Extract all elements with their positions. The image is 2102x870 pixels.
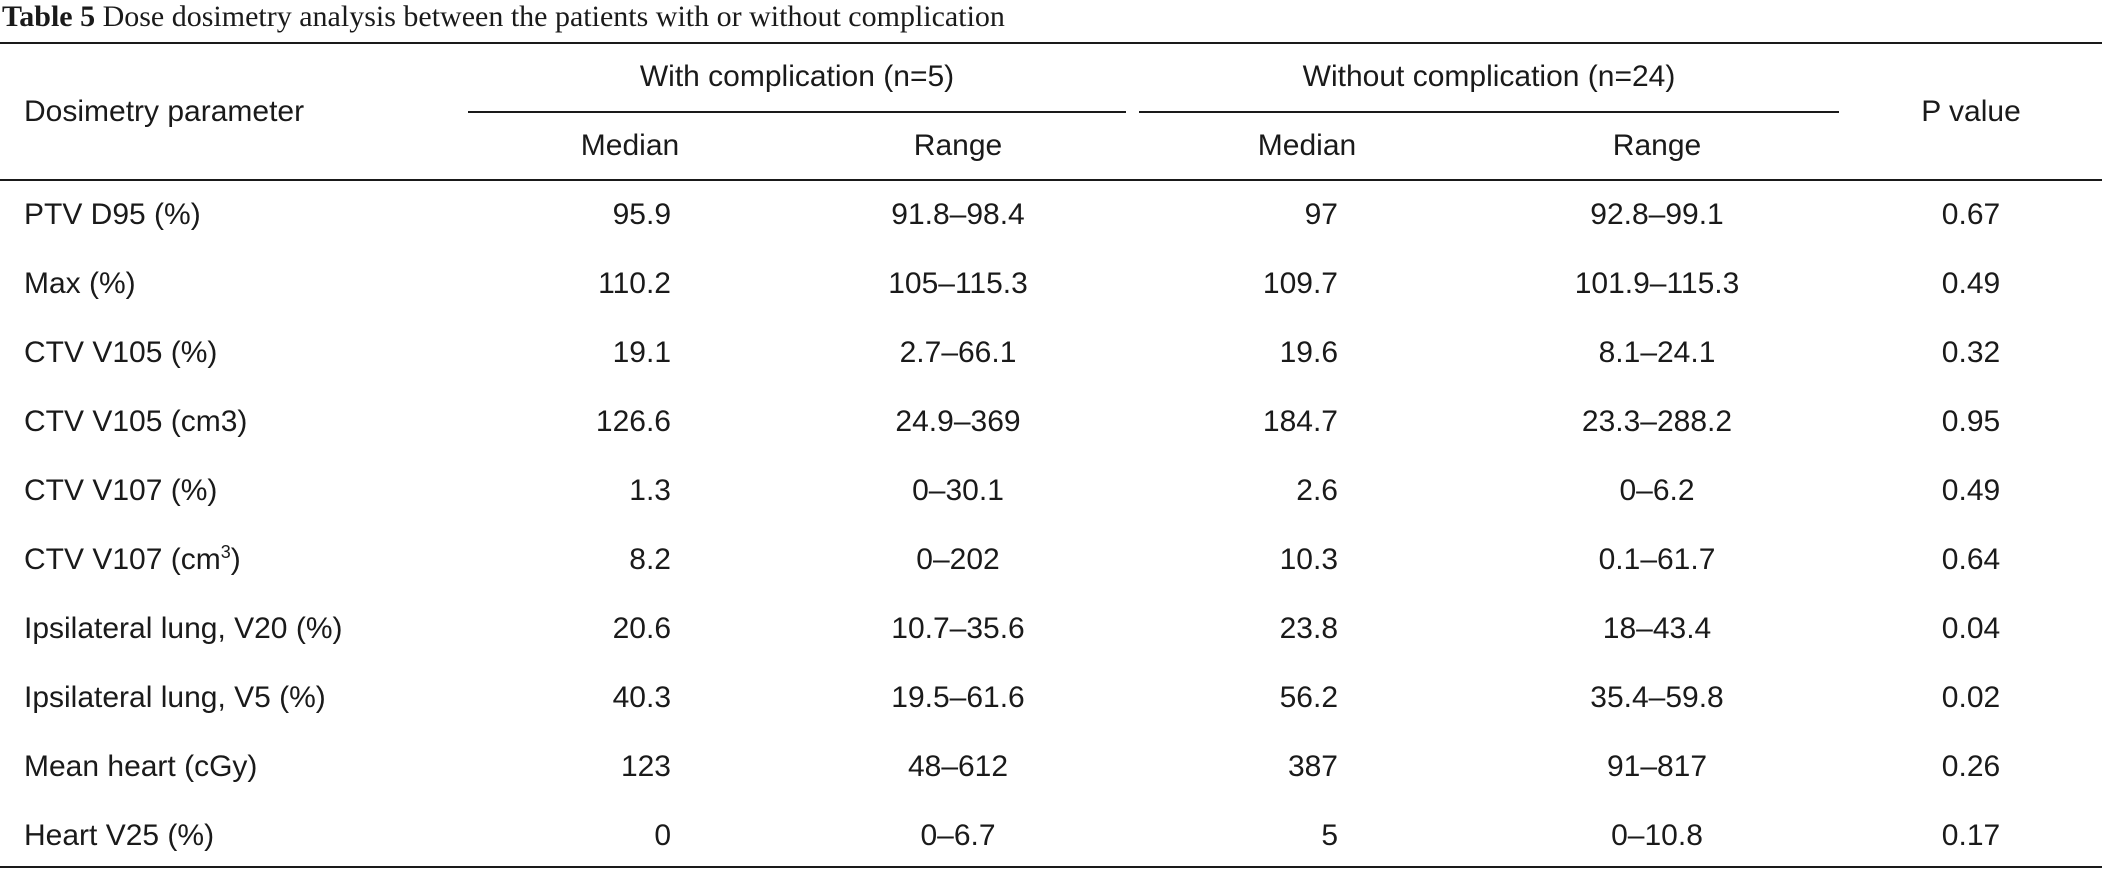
cell-range-with: 0–202 bbox=[916, 543, 1000, 576]
header-median-2: Median bbox=[1257, 129, 1357, 162]
cell-median-without: 10.3 bbox=[1279, 543, 1338, 576]
cell-range-without: 0.1–61.7 bbox=[1598, 543, 1716, 576]
cell-range-with: 105–115.3 bbox=[888, 267, 1028, 300]
cell-median-with: 110.2 bbox=[598, 267, 671, 300]
group2-underline bbox=[1139, 111, 1839, 113]
cell-median-with: 8.2 bbox=[629, 543, 671, 576]
cell-range-without: 91–817 bbox=[1606, 750, 1708, 783]
param-text: Mean heart (cGy) bbox=[24, 750, 258, 783]
cell-median-without: 387 bbox=[1287, 750, 1338, 783]
cell-range-without: 8.1–24.1 bbox=[1598, 336, 1716, 369]
cell-param: CTV V107 (%) bbox=[24, 473, 217, 509]
header-range-2: Range bbox=[1612, 129, 1702, 162]
table-caption: Table 5 Dose dosimetry analysis between … bbox=[2, 0, 1005, 34]
header-param: Dosimetry parameter bbox=[24, 95, 305, 128]
cell-pvalue: 0.32 bbox=[1941, 336, 2001, 369]
param-superscript: 3 bbox=[220, 542, 231, 562]
cell-range-without: 0–10.8 bbox=[1611, 819, 1703, 852]
header-group-without-complication: Without complication (n=24) bbox=[1302, 60, 1676, 93]
cell-pvalue: 0.02 bbox=[1941, 681, 2001, 714]
cell-param: CTV V107 (cm3) bbox=[24, 542, 241, 578]
cell-param: CTV V105 (cm3) bbox=[24, 404, 247, 440]
cell-median-without: 97 bbox=[1304, 198, 1338, 231]
cell-range-with: 19.5–61.6 bbox=[891, 681, 1025, 714]
cell-pvalue: 0.49 bbox=[1941, 474, 2001, 507]
cell-pvalue: 0.26 bbox=[1941, 750, 2001, 783]
param-text: Ipsilateral lung, V20 (%) bbox=[24, 612, 343, 645]
group1-underline bbox=[468, 111, 1126, 113]
param-text: Heart V25 (%) bbox=[24, 819, 215, 852]
cell-pvalue: 0.17 bbox=[1941, 819, 2001, 852]
param-text: CTV V105 (cm3) bbox=[24, 405, 248, 438]
table-caption-text: Dose dosimetry analysis between the pati… bbox=[102, 0, 1005, 33]
param-text: CTV V107 (cm bbox=[24, 543, 221, 576]
cell-median-with: 40.3 bbox=[612, 681, 671, 714]
cell-range-with: 2.7–66.1 bbox=[899, 336, 1017, 369]
cell-median-with: 95.9 bbox=[612, 198, 671, 231]
cell-param: Max (%) bbox=[24, 266, 136, 302]
bottom-rule bbox=[0, 866, 2102, 868]
cell-param: PTV D95 (%) bbox=[24, 197, 201, 233]
param-text: Max (%) bbox=[24, 267, 136, 300]
param-suffix: ) bbox=[230, 543, 241, 576]
cell-range-without: 101.9–115.3 bbox=[1574, 267, 1740, 300]
cell-median-without: 23.8 bbox=[1279, 612, 1338, 645]
header-range-1: Range bbox=[913, 129, 1003, 162]
cell-pvalue: 0.67 bbox=[1941, 198, 2001, 231]
cell-median-without: 5 bbox=[1321, 819, 1338, 852]
header-rule bbox=[0, 179, 2102, 181]
header-pvalue: P value bbox=[1921, 95, 2021, 128]
header-median-1: Median bbox=[580, 129, 680, 162]
cell-range-with: 10.7–35.6 bbox=[891, 612, 1025, 645]
cell-range-with: 0–30.1 bbox=[912, 474, 1004, 507]
cell-range-with: 48–612 bbox=[907, 750, 1009, 783]
header-group-with-complication: With complication (n=5) bbox=[639, 60, 955, 93]
cell-median-without: 184.7 bbox=[1262, 405, 1338, 438]
param-text: Ipsilateral lung, V5 (%) bbox=[24, 681, 326, 714]
cell-pvalue: 0.95 bbox=[1941, 405, 2001, 438]
param-text: PTV D95 (%) bbox=[24, 198, 201, 231]
cell-range-without: 35.4–59.8 bbox=[1590, 681, 1724, 714]
cell-median-without: 56.2 bbox=[1279, 681, 1338, 714]
cell-range-without: 18–43.4 bbox=[1602, 612, 1712, 645]
cell-pvalue: 0.04 bbox=[1941, 612, 2001, 645]
top-rule bbox=[0, 42, 2102, 44]
cell-median-without: 109.7 bbox=[1262, 267, 1338, 300]
cell-pvalue: 0.49 bbox=[1941, 267, 2001, 300]
cell-median-with: 19.1 bbox=[612, 336, 671, 369]
cell-median-with: 123 bbox=[620, 750, 671, 783]
cell-median-without: 19.6 bbox=[1279, 336, 1338, 369]
table-caption-label: Table 5 bbox=[2, 0, 96, 33]
cell-range-with: 91.8–98.4 bbox=[891, 198, 1025, 231]
param-text: CTV V107 (%) bbox=[24, 474, 218, 507]
cell-range-without: 23.3–288.2 bbox=[1581, 405, 1733, 438]
cell-param: Ipsilateral lung, V5 (%) bbox=[24, 680, 326, 716]
cell-median-with: 20.6 bbox=[612, 612, 671, 645]
cell-param: Heart V25 (%) bbox=[24, 818, 214, 854]
cell-pvalue: 0.64 bbox=[1941, 543, 2001, 576]
cell-param: CTV V105 (%) bbox=[24, 335, 217, 371]
cell-median-with: 126.6 bbox=[595, 405, 671, 438]
cell-param: Ipsilateral lung, V20 (%) bbox=[24, 611, 343, 647]
cell-median-with: 0 bbox=[654, 819, 671, 852]
cell-range-without: 92.8–99.1 bbox=[1590, 198, 1724, 231]
cell-range-with: 0–6.7 bbox=[920, 819, 996, 852]
cell-range-without: 0–6.2 bbox=[1619, 474, 1695, 507]
cell-param: Mean heart (cGy) bbox=[24, 749, 257, 785]
cell-median-with: 1.3 bbox=[629, 474, 671, 507]
cell-median-without: 2.6 bbox=[1296, 474, 1338, 507]
cell-range-with: 24.9–369 bbox=[895, 405, 1021, 438]
param-text: CTV V105 (%) bbox=[24, 336, 218, 369]
